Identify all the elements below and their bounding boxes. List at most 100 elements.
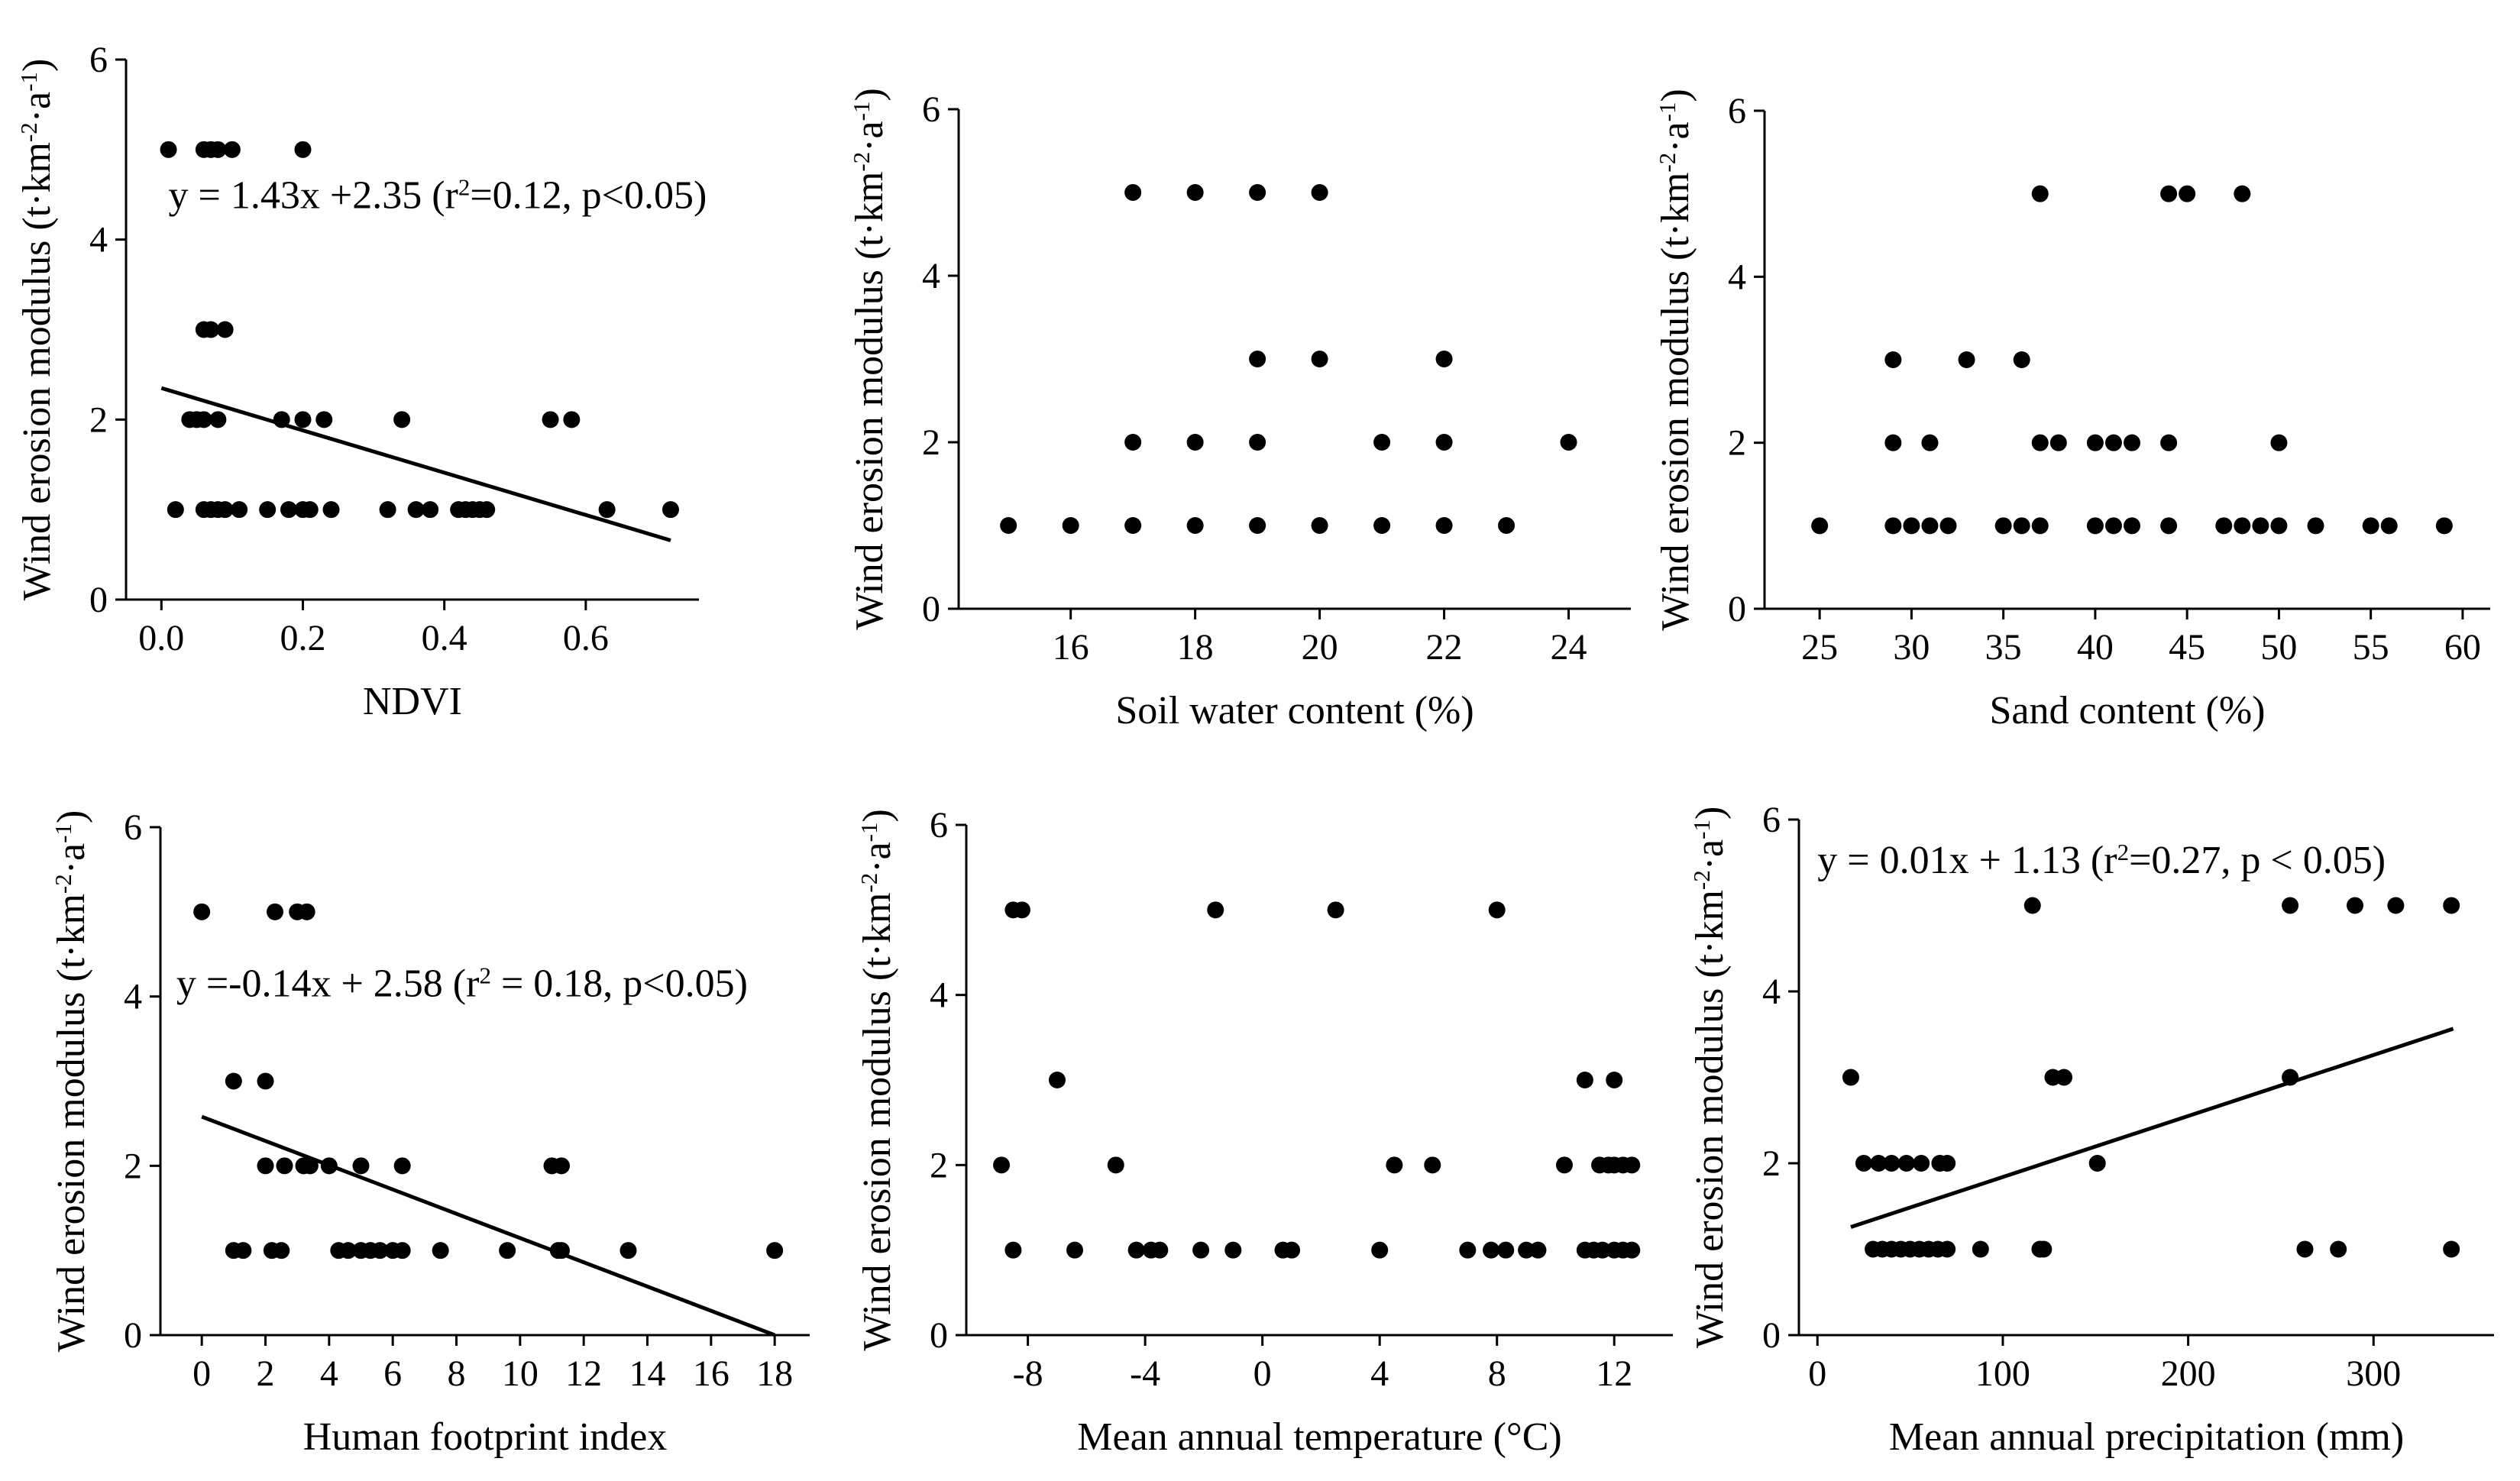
y-tick-label: 2 bbox=[930, 1145, 948, 1185]
data-point bbox=[1606, 1072, 1623, 1088]
x-tick-label: 12 bbox=[1596, 1353, 1632, 1394]
data-point bbox=[1939, 1240, 1956, 1258]
data-point bbox=[2124, 517, 2141, 535]
data-point bbox=[1000, 517, 1017, 534]
data-point bbox=[2056, 1069, 2073, 1086]
data-point bbox=[2049, 434, 2067, 451]
data-point bbox=[2330, 1240, 2347, 1258]
y-axis-title-superscript: -1 bbox=[50, 823, 76, 843]
data-point bbox=[216, 321, 234, 338]
x-axis-title: NDVI bbox=[363, 680, 462, 723]
data-point bbox=[2215, 517, 2233, 535]
data-point bbox=[1529, 1241, 1547, 1259]
data-point bbox=[1623, 1241, 1641, 1259]
data-point bbox=[1593, 1241, 1611, 1259]
equation-superscript: 2 bbox=[479, 962, 491, 988]
data-point bbox=[294, 411, 312, 428]
data-point bbox=[1249, 434, 1266, 451]
y-axis-title-part: ) bbox=[1654, 89, 1697, 102]
y-axis-title-part: Wind erosion modulus (t·km bbox=[15, 142, 59, 600]
data-point bbox=[2104, 517, 2122, 535]
x-tick-label: 45 bbox=[2169, 627, 2205, 668]
x-tick-label: 55 bbox=[2353, 627, 2389, 668]
regression-line bbox=[201, 1114, 776, 1337]
x-tick-label: 22 bbox=[1426, 627, 1463, 668]
x-tick-label: 24 bbox=[1551, 627, 1587, 668]
data-point bbox=[259, 501, 277, 519]
data-point bbox=[209, 141, 227, 158]
data-point bbox=[1186, 184, 1204, 201]
data-point bbox=[1249, 517, 1266, 534]
y-axis-title-part: ·a bbox=[50, 843, 93, 874]
data-point bbox=[2270, 434, 2288, 451]
data-point bbox=[2086, 434, 2104, 451]
data-point bbox=[1107, 1156, 1124, 1174]
data-point bbox=[1555, 1156, 1573, 1174]
data-point bbox=[2347, 897, 2363, 914]
data-point bbox=[1311, 517, 1328, 534]
data-point bbox=[2270, 517, 2288, 535]
x-tick-label: 20 bbox=[1302, 627, 1338, 668]
chart-panel-human-footprint: 0 2 4 6 0 2 4 6 8 10 12 14 16 18 Human footprint index… bbox=[50, 807, 810, 1459]
data-point bbox=[553, 1242, 570, 1259]
data-point bbox=[393, 1242, 411, 1259]
data-point bbox=[273, 1242, 290, 1259]
y-tick-label: 0 bbox=[89, 580, 108, 620]
data-point bbox=[294, 141, 312, 158]
y-axis-title: Wind erosion modulus (t·km-2·a-1) bbox=[50, 810, 94, 1353]
x-axis-title: Human footprint index bbox=[303, 1415, 668, 1459]
data-point bbox=[1013, 901, 1030, 919]
data-point bbox=[1066, 1241, 1084, 1259]
data-point bbox=[2160, 434, 2178, 451]
data-point bbox=[393, 411, 411, 428]
equation-part: y = 1.43x +2.35 (r bbox=[169, 173, 458, 217]
data-point bbox=[371, 1242, 389, 1259]
data-point bbox=[1498, 517, 1516, 534]
x-tick-label: 35 bbox=[1985, 627, 2022, 668]
data-point bbox=[267, 903, 283, 920]
data-point bbox=[1124, 184, 1142, 201]
data-point bbox=[1972, 1240, 1989, 1258]
data-point bbox=[553, 1157, 570, 1175]
data-point bbox=[432, 1242, 449, 1259]
data-point bbox=[273, 411, 290, 428]
x-tick-label: 0.6 bbox=[563, 618, 609, 658]
y-axis-title-part: ) bbox=[848, 88, 891, 101]
chart-panel-precipitation: 0 2 4 6 0 100 200 300 Mean annual precipitation … bbox=[1688, 800, 2494, 1459]
y-axis-title-part: ) bbox=[1688, 807, 1732, 820]
y-tick-label: 4 bbox=[1728, 257, 1746, 297]
y-axis-title-part: ·a bbox=[1688, 839, 1732, 870]
x-tick-label: 14 bbox=[629, 1353, 666, 1394]
y-axis-title-part: ·a bbox=[856, 842, 899, 872]
data-point bbox=[1124, 517, 1142, 534]
data-point bbox=[1939, 517, 1957, 535]
y-axis-title-superscript: -1 bbox=[856, 823, 882, 842]
data-point bbox=[1518, 1241, 1535, 1259]
x-tick-label: 12 bbox=[565, 1353, 602, 1394]
y-tick-label: 6 bbox=[930, 805, 948, 846]
data-point bbox=[2088, 1155, 2106, 1172]
data-point bbox=[379, 501, 396, 519]
data-point bbox=[1327, 901, 1344, 919]
y-axis-title-superscript: -2 bbox=[50, 874, 76, 894]
data-point bbox=[2013, 517, 2030, 535]
x-tick-label: 8 bbox=[1488, 1353, 1506, 1394]
regression-line bbox=[1850, 1027, 2454, 1229]
data-point bbox=[2160, 185, 2178, 202]
data-point bbox=[766, 1242, 784, 1259]
y-tick-label: 4 bbox=[930, 975, 948, 1016]
data-point bbox=[1311, 351, 1328, 367]
data-point bbox=[235, 1242, 252, 1259]
y-axis-title: Wind erosion modulus (t·km-2·a-1) bbox=[848, 88, 892, 630]
equation-part: y =-0.14x + 2.58 (r bbox=[176, 962, 480, 1006]
equation-part: y = 0.01x + 1.13 (r bbox=[1817, 839, 2117, 882]
y-tick-label: 2 bbox=[1762, 1143, 1781, 1184]
x-tick-label: 0.2 bbox=[280, 618, 325, 658]
data-point bbox=[2234, 185, 2251, 202]
data-point bbox=[193, 903, 211, 920]
y-tick-label: 0 bbox=[1728, 589, 1746, 629]
data-point bbox=[298, 903, 315, 920]
data-point bbox=[160, 141, 177, 158]
data-point bbox=[1921, 517, 1939, 535]
